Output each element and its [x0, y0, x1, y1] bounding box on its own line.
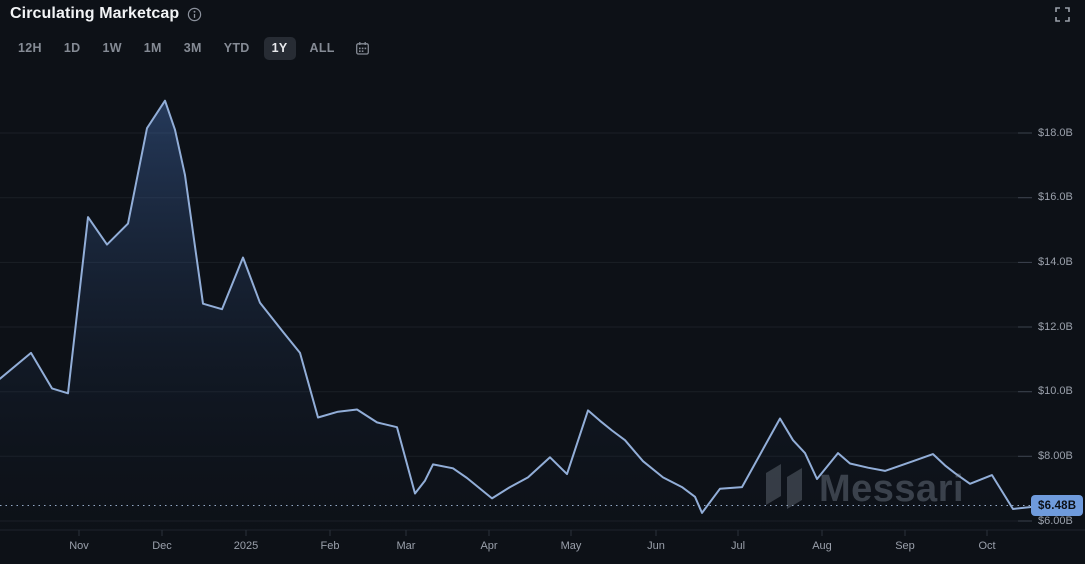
range-button-3m[interactable]: 3M: [176, 37, 210, 60]
info-icon[interactable]: [187, 7, 202, 22]
page-title: Circulating Marketcap: [10, 5, 180, 22]
range-button-ytd[interactable]: YTD: [216, 37, 258, 60]
range-button-all[interactable]: ALL: [302, 37, 343, 60]
range-button-12h[interactable]: 12H: [10, 37, 50, 60]
range-button-1y-selected[interactable]: 1Y: [263, 37, 296, 60]
range-button-1m[interactable]: 1M: [136, 37, 170, 60]
calendar-icon[interactable]: [355, 41, 370, 56]
current-value-badge: $6.48B: [1031, 495, 1084, 516]
time-range-toolbar: 12H 1D 1W 1M 3M YTD 1Y ALL: [10, 37, 370, 60]
fullscreen-icon[interactable]: [1055, 7, 1070, 22]
header: Circulating Marketcap: [10, 5, 202, 23]
range-button-1w[interactable]: 1W: [94, 37, 129, 60]
range-button-1d[interactable]: 1D: [56, 37, 89, 60]
